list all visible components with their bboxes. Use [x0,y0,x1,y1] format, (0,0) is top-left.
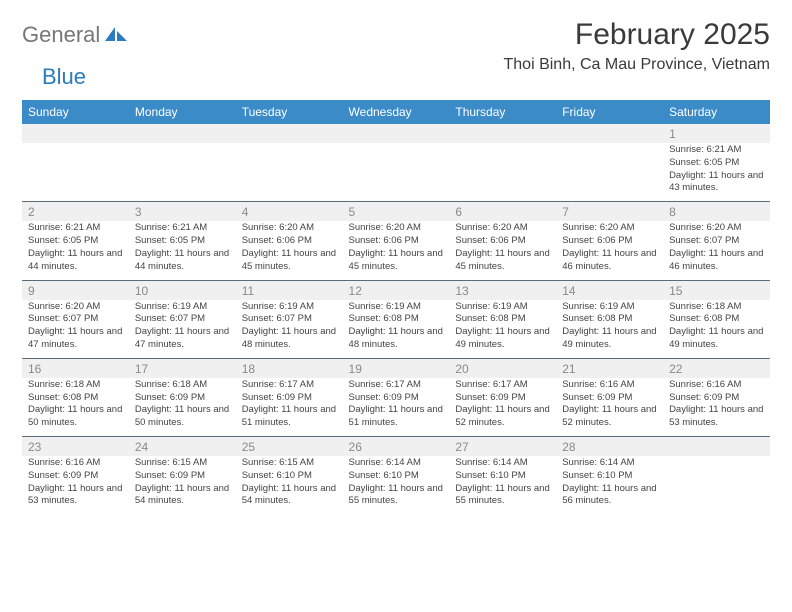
day-number: 4 [236,202,343,222]
day-number [449,124,556,143]
day-number: 13 [449,280,556,300]
day-number: 19 [343,358,450,378]
day-number: 8 [663,202,770,222]
day-detail: Sunrise: 6:19 AM Sunset: 6:08 PM Dayligh… [343,300,450,359]
day-detail: Sunrise: 6:19 AM Sunset: 6:07 PM Dayligh… [236,300,343,359]
day-detail [449,143,556,202]
day-number [22,124,129,143]
day-detail: Sunrise: 6:14 AM Sunset: 6:10 PM Dayligh… [556,456,663,514]
day-number: 14 [556,280,663,300]
brand-part1: General [22,22,100,48]
day-number: 24 [129,437,236,457]
day-detail: Sunrise: 6:18 AM Sunset: 6:09 PM Dayligh… [129,378,236,437]
day-detail: Sunrise: 6:17 AM Sunset: 6:09 PM Dayligh… [343,378,450,437]
day-header: Thursday [449,100,556,124]
day-number: 6 [449,202,556,222]
day-detail [129,143,236,202]
day-detail: Sunrise: 6:20 AM Sunset: 6:06 PM Dayligh… [449,221,556,280]
brand-logo: General [22,22,128,48]
title-block: February 2025 Thoi Binh, Ca Mau Province… [504,18,771,74]
day-number: 16 [22,358,129,378]
day-detail [556,143,663,202]
day-number [343,124,450,143]
day-detail [236,143,343,202]
week-number-row: 2345678 [22,202,770,222]
day-header: Friday [556,100,663,124]
day-detail: Sunrise: 6:14 AM Sunset: 6:10 PM Dayligh… [449,456,556,514]
day-detail: Sunrise: 6:19 AM Sunset: 6:08 PM Dayligh… [556,300,663,359]
day-number: 7 [556,202,663,222]
day-number: 25 [236,437,343,457]
day-detail: Sunrise: 6:20 AM Sunset: 6:06 PM Dayligh… [556,221,663,280]
day-number: 9 [22,280,129,300]
week-detail-row: Sunrise: 6:18 AM Sunset: 6:08 PM Dayligh… [22,378,770,437]
day-detail: Sunrise: 6:19 AM Sunset: 6:07 PM Dayligh… [129,300,236,359]
day-detail: Sunrise: 6:16 AM Sunset: 6:09 PM Dayligh… [22,456,129,514]
day-number: 3 [129,202,236,222]
day-detail: Sunrise: 6:20 AM Sunset: 6:06 PM Dayligh… [236,221,343,280]
day-number: 11 [236,280,343,300]
day-header: Wednesday [343,100,450,124]
week-number-row: 16171819202122 [22,358,770,378]
day-number: 26 [343,437,450,457]
day-detail [343,143,450,202]
day-number: 22 [663,358,770,378]
day-number [663,437,770,457]
day-detail: Sunrise: 6:18 AM Sunset: 6:08 PM Dayligh… [663,300,770,359]
sail-icon [104,26,128,44]
day-number [236,124,343,143]
day-number: 10 [129,280,236,300]
day-number: 1 [663,124,770,143]
day-detail: Sunrise: 6:14 AM Sunset: 6:10 PM Dayligh… [343,456,450,514]
day-number: 15 [663,280,770,300]
day-detail [663,456,770,514]
day-number: 5 [343,202,450,222]
day-header: Tuesday [236,100,343,124]
week-number-row: 232425262728 [22,437,770,457]
day-number: 20 [449,358,556,378]
day-detail: Sunrise: 6:17 AM Sunset: 6:09 PM Dayligh… [236,378,343,437]
day-number: 17 [129,358,236,378]
week-detail-row: Sunrise: 6:21 AM Sunset: 6:05 PM Dayligh… [22,221,770,280]
day-number: 23 [22,437,129,457]
week-detail-row: Sunrise: 6:21 AM Sunset: 6:05 PM Dayligh… [22,143,770,202]
day-detail: Sunrise: 6:15 AM Sunset: 6:09 PM Dayligh… [129,456,236,514]
calendar-table: Sunday Monday Tuesday Wednesday Thursday… [22,100,770,514]
day-number [129,124,236,143]
day-detail: Sunrise: 6:20 AM Sunset: 6:06 PM Dayligh… [343,221,450,280]
week-detail-row: Sunrise: 6:16 AM Sunset: 6:09 PM Dayligh… [22,456,770,514]
day-header-row: Sunday Monday Tuesday Wednesday Thursday… [22,100,770,124]
day-number: 28 [556,437,663,457]
day-detail: Sunrise: 6:18 AM Sunset: 6:08 PM Dayligh… [22,378,129,437]
day-detail: Sunrise: 6:21 AM Sunset: 6:05 PM Dayligh… [22,221,129,280]
week-detail-row: Sunrise: 6:20 AM Sunset: 6:07 PM Dayligh… [22,300,770,359]
day-number: 12 [343,280,450,300]
day-header: Saturday [663,100,770,124]
day-detail [22,143,129,202]
day-detail: Sunrise: 6:15 AM Sunset: 6:10 PM Dayligh… [236,456,343,514]
week-number-row: 9101112131415 [22,280,770,300]
day-detail: Sunrise: 6:16 AM Sunset: 6:09 PM Dayligh… [556,378,663,437]
day-detail: Sunrise: 6:16 AM Sunset: 6:09 PM Dayligh… [663,378,770,437]
day-detail: Sunrise: 6:21 AM Sunset: 6:05 PM Dayligh… [129,221,236,280]
day-number: 21 [556,358,663,378]
day-header: Monday [129,100,236,124]
day-number: 27 [449,437,556,457]
day-detail: Sunrise: 6:20 AM Sunset: 6:07 PM Dayligh… [663,221,770,280]
day-detail: Sunrise: 6:19 AM Sunset: 6:08 PM Dayligh… [449,300,556,359]
brand-part2: Blue [42,64,86,90]
location-text: Thoi Binh, Ca Mau Province, Vietnam [504,56,771,74]
day-number: 2 [22,202,129,222]
day-header: Sunday [22,100,129,124]
day-detail: Sunrise: 6:17 AM Sunset: 6:09 PM Dayligh… [449,378,556,437]
day-detail: Sunrise: 6:21 AM Sunset: 6:05 PM Dayligh… [663,143,770,202]
day-detail: Sunrise: 6:20 AM Sunset: 6:07 PM Dayligh… [22,300,129,359]
week-number-row: 1 [22,124,770,143]
calendar-body: 1Sunrise: 6:21 AM Sunset: 6:05 PM Daylig… [22,124,770,514]
day-number: 18 [236,358,343,378]
month-title: February 2025 [504,18,771,52]
day-number [556,124,663,143]
